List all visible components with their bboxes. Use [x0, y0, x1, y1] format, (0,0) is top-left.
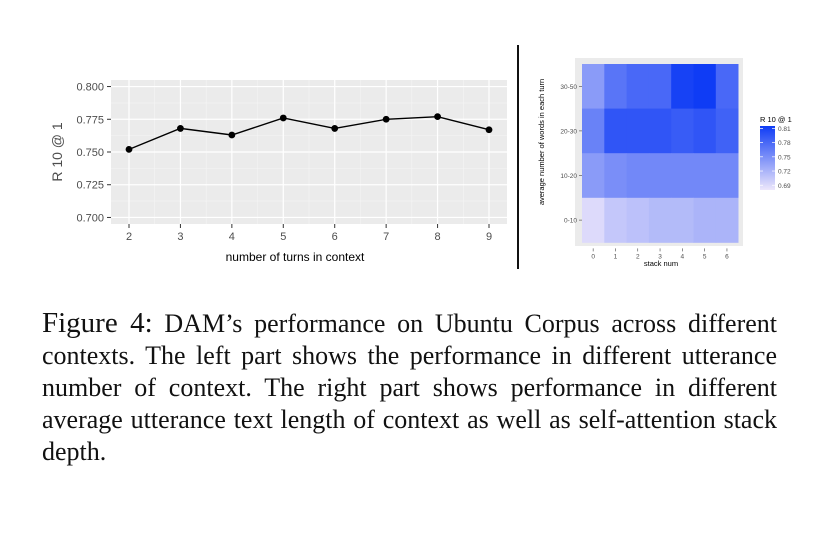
heatmap-cell	[604, 197, 627, 243]
heatmap-x-tick-label: 0	[591, 253, 595, 260]
heatmap-x-tick-label: 1	[614, 253, 618, 260]
heatmap-cell	[604, 153, 627, 199]
data-point	[331, 125, 339, 132]
x-tick-label: 4	[229, 231, 235, 243]
legend-colorbar	[760, 126, 775, 190]
heatmap-cell	[648, 108, 672, 154]
heatmap-cell	[715, 197, 739, 243]
data-point	[279, 114, 287, 122]
y-axis-label: R 10 @ 1	[49, 122, 65, 182]
heatmap-cell	[715, 64, 739, 109]
heatmap-y-tick-label: 10-20	[560, 173, 577, 180]
heatmap-cell	[693, 197, 717, 243]
heatmap-cell	[626, 108, 650, 154]
heatmap-cell	[582, 108, 605, 154]
x-tick-label: 8	[435, 231, 441, 243]
heatmap-cell	[648, 197, 672, 243]
heatmap-x-tick-label: 2	[636, 253, 640, 260]
legend-tick-label: 0.75	[778, 154, 791, 161]
legend-tick-label: 0.72	[778, 169, 791, 176]
heatmap-cell	[671, 64, 694, 109]
caption-text: DAM’s performance on Ubuntu Corpus acros…	[42, 309, 778, 466]
heatmap-cell	[671, 197, 694, 243]
heatmap-cell	[626, 197, 650, 243]
heatmap-cell	[715, 153, 739, 199]
x-tick-label: 5	[280, 231, 286, 243]
line-chart: 0.700 0.725 0.750 0.775 0.800 2 3 4 5 6 7 8 9 R 10 …	[49, 80, 507, 264]
heatmap-cell	[671, 153, 694, 199]
heatmap-x-tick-label: 3	[658, 253, 662, 260]
heatmap-cell	[582, 153, 605, 199]
heatmap-cell	[582, 197, 605, 243]
heatmap-cell	[604, 108, 627, 154]
x-tick-label: 6	[332, 231, 338, 243]
heatmap-x-tick-label: 5	[703, 253, 707, 260]
heatmap-y-tick-label: 0-10	[564, 218, 577, 225]
heatmap-y-axis-label: average number of words in each turn	[537, 79, 546, 205]
data-point	[434, 113, 441, 121]
heatmap-chart: 30-50 20-30 10-20 0-10 0 1 2 3 4 5 6 average numb…	[537, 58, 792, 268]
data-point	[382, 115, 390, 123]
data-point	[228, 131, 236, 139]
heatmap-cell	[626, 64, 650, 109]
y-tick-label: 0.800	[76, 82, 104, 94]
legend-tick-label: 0.78	[778, 140, 791, 147]
heatmap-cell	[648, 153, 672, 199]
heatmap-cell	[693, 153, 717, 199]
y-tick-label: 0.700	[76, 212, 104, 224]
heatmap-x-axis-label: stack num	[644, 259, 678, 268]
series-line	[128, 115, 490, 151]
heatmap-x-tick-label: 4	[681, 253, 685, 260]
heatmap-cell	[693, 108, 717, 154]
legend-tick-label: 0.69	[778, 183, 791, 190]
data-point	[125, 145, 133, 153]
heatmap-cell	[582, 64, 605, 109]
heatmap-cell	[626, 153, 650, 199]
heatmap-y-tick-label: 20-30	[560, 128, 577, 135]
data-point	[177, 125, 184, 132]
heatmap-x-tick-label: 6	[725, 253, 729, 260]
heatmap-cell	[604, 64, 627, 109]
x-tick-label: 7	[383, 231, 389, 243]
x-tick-label: 3	[177, 231, 183, 243]
legend-title: R 10 @ 1	[760, 115, 792, 124]
heatmap-cell	[693, 64, 717, 109]
heatmap-y-tick-label: 30-50	[560, 84, 577, 91]
x-axis-label: number of turns in context	[226, 250, 365, 264]
y-tick-label: 0.750	[76, 147, 104, 159]
panel-divider	[517, 45, 519, 269]
caption-label: Figure 4:	[42, 307, 153, 339]
y-tick-label: 0.725	[76, 180, 104, 192]
x-tick-label: 9	[486, 231, 492, 243]
heatmap-cell	[648, 64, 672, 109]
figure-caption: Figure 4: DAM’s performance on Ubuntu Co…	[42, 307, 777, 468]
y-tick-label: 0.775	[76, 114, 104, 126]
x-tick-label: 2	[126, 231, 132, 243]
heatmap-cell	[715, 108, 739, 154]
data-point	[485, 126, 493, 134]
heatmap-cell	[671, 108, 694, 154]
legend-tick-label: 0.81	[778, 126, 791, 133]
